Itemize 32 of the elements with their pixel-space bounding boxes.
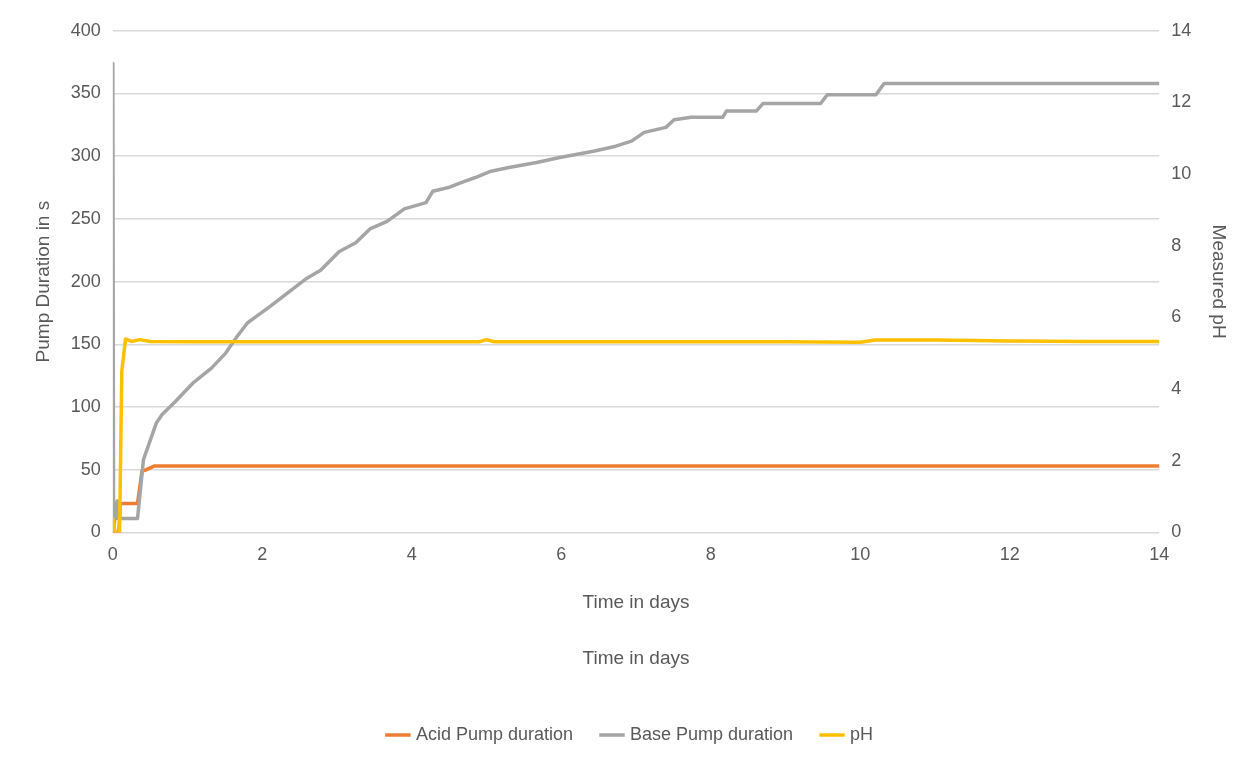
y-tick-label: 250 [70, 207, 101, 228]
x-tick-label: 10 [850, 544, 871, 565]
legend-label: pH [850, 723, 874, 744]
legend-label: Base Pump duration [629, 723, 794, 744]
y-tick-label: 200 [70, 270, 101, 291]
x-tick-label: 6 [556, 544, 567, 565]
text: Time in days [582, 646, 690, 668]
y-tick-label: 400 [70, 19, 101, 40]
x-tick-label: 12 [999, 544, 1020, 565]
y-tick-label: 50 [80, 458, 101, 479]
x-tick-label: 8 [705, 544, 716, 565]
y-tick-label: 350 [70, 82, 101, 103]
y2-tick-label: 4 [1171, 378, 1182, 399]
x-axis-title: Time in days [582, 590, 690, 612]
legend-label: Acid Pump duration [415, 723, 573, 744]
x-tick-label: 14 [1149, 544, 1170, 565]
y2-tick-label: 8 [1171, 234, 1182, 255]
x-tick-label: 2 [257, 544, 268, 565]
x-tick-label: 4 [406, 544, 417, 565]
y-tick-label: 300 [70, 145, 101, 166]
y-tick-label: 100 [70, 395, 101, 416]
y2-tick-label: 10 [1171, 163, 1192, 184]
y2-tick-label: 0 [1171, 521, 1182, 542]
y2-tick-label: 12 [1171, 91, 1192, 112]
y2-tick-label: 14 [1171, 19, 1192, 40]
y-axis-title: Pump Duration in s [31, 200, 53, 363]
y-tick-label: 150 [70, 333, 101, 354]
y2-axis-title: Measured pH [1209, 224, 1231, 339]
x-tick-label: 0 [107, 544, 118, 565]
y-tick-label: 0 [90, 521, 101, 542]
y2-tick-label: 6 [1171, 306, 1182, 327]
y2-tick-label: 2 [1171, 449, 1182, 470]
